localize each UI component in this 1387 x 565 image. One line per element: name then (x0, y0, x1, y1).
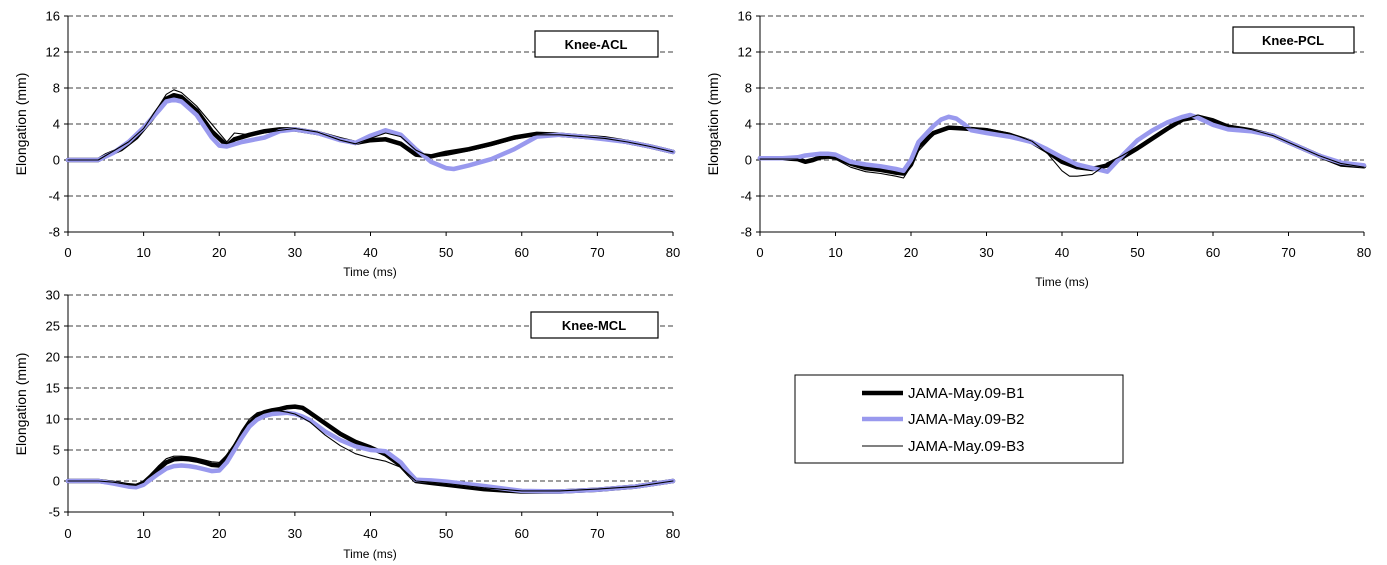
x-tick-label: 60 (515, 526, 529, 541)
x-tick-label: 10 (828, 245, 842, 260)
chart-knee-acl: -8 -4 0 4 8 12 16 0 10 20 30 40 50 60 70 80 Elongation … (13, 9, 680, 280)
x-tick-label: 0 (64, 245, 71, 260)
y-tick-label: 4 (745, 117, 752, 132)
y-tick-label: 16 (46, 9, 60, 24)
legend-label-b2: JAMA-May.09-B2 (908, 411, 1024, 428)
y-tick-label: -4 (740, 189, 752, 204)
chart-title: Knee-PCL (1262, 33, 1324, 48)
x-tick-label: 20 (212, 526, 226, 541)
x-tick-label: 70 (590, 245, 604, 260)
legend-label-b3: JAMA-May.09-B3 (908, 438, 1024, 455)
y-tick-label: 0 (53, 153, 60, 168)
y-tick-label: 16 (738, 9, 752, 24)
plot-area: -8 -4 0 4 8 12 16 0 10 20 30 40 50 60 70 80 (46, 9, 681, 261)
y-axis-label: Elongation (mm) (13, 73, 29, 176)
chart-title: Knee-MCL (562, 318, 626, 333)
x-tick-label: 40 (363, 526, 377, 541)
x-axis-label: Time (ms) (343, 547, 397, 561)
y-tick-label: 30 (46, 288, 60, 303)
series-line-b1 (757, 114, 1367, 176)
x-tick-label: 80 (666, 245, 680, 260)
legend: JAMA-May.09-B1 JAMA-May.09-B2 JAMA-May.0… (794, 374, 1124, 464)
y-tick-label: 0 (745, 153, 752, 168)
legend-box (794, 374, 1124, 464)
x-tick-label: 50 (1130, 245, 1144, 260)
x-tick-label: 30 (288, 245, 302, 260)
y-tick-label: 12 (738, 45, 752, 60)
x-tick-label: 10 (136, 526, 150, 541)
y-axis-label: Elongation (mm) (13, 353, 29, 456)
y-tick-label: -8 (740, 225, 752, 240)
chart-knee-pcl: -8 -4 0 4 8 12 16 0 10 20 30 40 50 60 70 80 Elongation … (705, 9, 1371, 290)
x-tick-label: 70 (1281, 245, 1295, 260)
y-tick-label: 5 (53, 443, 60, 458)
x-tick-label: 60 (1206, 245, 1220, 260)
x-tick-label: 80 (1357, 245, 1371, 260)
x-axis-label: Time (ms) (1035, 275, 1089, 289)
x-axis-label: Time (ms) (343, 265, 397, 279)
y-tick-label: -4 (48, 189, 60, 204)
y-tick-label: 25 (46, 319, 60, 334)
legend-label-b1: JAMA-May.09-B1 (908, 385, 1024, 402)
y-tick-label: 8 (745, 81, 752, 96)
y-tick-label: 15 (46, 381, 60, 396)
series-line-b3 (67, 409, 674, 492)
x-tick-label: 30 (288, 526, 302, 541)
x-tick-label: 20 (212, 245, 226, 260)
y-tick-label: 10 (46, 412, 60, 427)
series-line-b1 (65, 92, 676, 163)
y-tick-label: 0 (53, 474, 60, 489)
y-tick-label: -8 (48, 225, 60, 240)
x-tick-label: 10 (136, 245, 150, 260)
plot-area: -8 -4 0 4 8 12 16 0 10 20 30 40 50 60 70 80 (738, 9, 1372, 261)
chart-title-box (534, 30, 659, 58)
series-line-b2 (65, 97, 676, 172)
x-tick-label: 40 (1055, 245, 1069, 260)
y-tick-label: -5 (48, 505, 60, 520)
x-tick-label: 60 (515, 245, 529, 260)
chart-title-box (530, 311, 659, 339)
x-tick-label: 0 (756, 245, 763, 260)
plot-area: -5 0 5 10 15 20 25 30 0 10 20 30 40 50 60 70 80 (46, 288, 681, 542)
x-tick-label: 30 (979, 245, 993, 260)
x-tick-label: 80 (666, 526, 680, 541)
y-tick-label: 8 (53, 81, 60, 96)
x-tick-label: 50 (439, 526, 453, 541)
series-line-b2 (65, 410, 676, 494)
y-tick-label: 12 (46, 45, 60, 60)
x-tick-label: 0 (64, 526, 71, 541)
x-tick-label: 70 (590, 526, 604, 541)
y-tick-label: 4 (53, 117, 60, 132)
y-tick-label: 20 (46, 350, 60, 365)
x-tick-label: 40 (363, 245, 377, 260)
chart-knee-mcl: -5 0 5 10 15 20 25 30 0 10 20 30 40 50 60 70 80 Elongati… (13, 288, 680, 562)
y-axis-label: Elongation (mm) (705, 73, 721, 176)
x-tick-label: 50 (439, 245, 453, 260)
chart-title: Knee-ACL (565, 37, 628, 52)
series-line-b2 (757, 112, 1367, 174)
series-line-b1 (65, 404, 676, 494)
chart-title-box (1232, 26, 1355, 54)
series-line-b3 (67, 89, 674, 161)
series-line-b3 (759, 114, 1365, 179)
x-tick-label: 20 (904, 245, 918, 260)
